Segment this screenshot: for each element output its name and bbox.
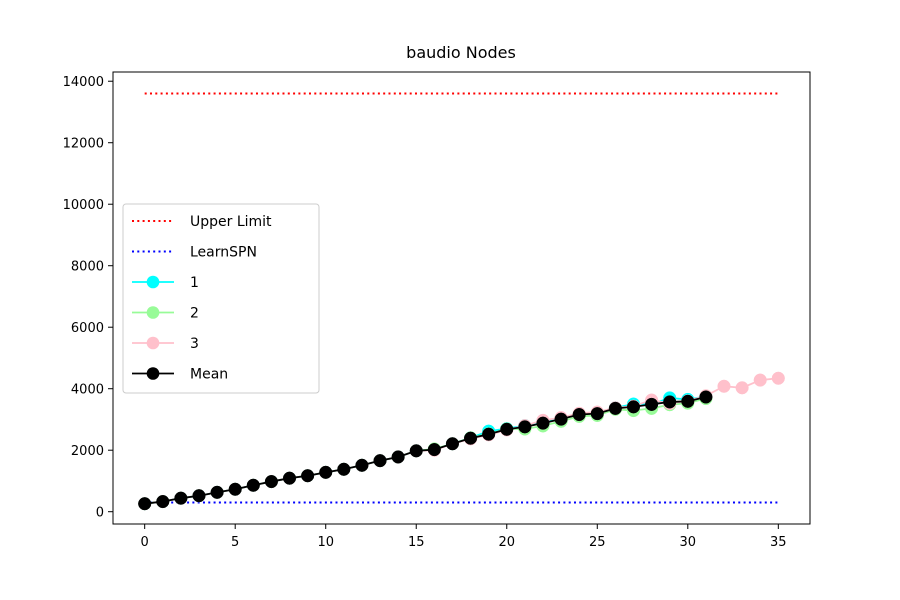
data-point	[500, 422, 514, 436]
data-point	[337, 462, 351, 476]
data-point	[608, 401, 622, 415]
y-tick-label: 2000	[71, 444, 104, 459]
data-point	[192, 489, 206, 503]
data-point	[174, 491, 188, 505]
data-point	[391, 450, 405, 464]
legend-marker	[146, 336, 160, 350]
data-point	[572, 407, 586, 422]
legend-item: Upper Limit	[132, 214, 272, 230]
legend-item: 3	[132, 336, 199, 352]
legend-item: LearnSPN	[132, 245, 257, 261]
y-tick-label: 6000	[71, 321, 104, 336]
data-point	[427, 443, 441, 457]
x-axis: 0 5 10 15 20 25 30 35	[141, 524, 787, 550]
x-tick-label: 20	[498, 535, 515, 550]
data-point	[210, 485, 224, 499]
legend-label: 3	[190, 336, 199, 352]
legend-label: 1	[190, 275, 199, 291]
data-point	[735, 381, 749, 395]
data-point	[301, 469, 315, 483]
data-point	[355, 458, 369, 472]
x-tick-label: 25	[589, 535, 606, 550]
legend-item: 1	[132, 275, 199, 291]
data-point	[699, 390, 713, 404]
data-point	[228, 482, 242, 496]
y-tick-label: 8000	[71, 260, 104, 275]
data-point	[264, 475, 278, 489]
data-point	[626, 400, 641, 414]
x-tick-label: 5	[231, 535, 239, 550]
series-layer	[138, 92, 785, 511]
y-tick-label: 12000	[63, 137, 104, 152]
data-point	[246, 478, 260, 492]
data-point	[409, 444, 423, 458]
legend-label: 2	[190, 306, 199, 322]
y-axis: 0 2000 4000 6000 8000 10000 12000 14000	[63, 75, 113, 521]
data-point	[771, 371, 785, 385]
x-tick-label: 0	[141, 535, 149, 550]
data-point	[445, 437, 459, 451]
legend-marker	[146, 367, 160, 380]
legend: Upper Limit LearnSPN 1 2 3 Mean	[122, 203, 320, 394]
data-point	[536, 416, 550, 430]
data-point	[645, 397, 659, 411]
data-point	[282, 471, 297, 485]
axes-frame	[112, 71, 811, 525]
x-tick-label: 30	[680, 535, 697, 550]
data-point	[663, 395, 677, 409]
legend-label: Mean	[190, 367, 228, 383]
data-point	[590, 407, 604, 421]
data-point	[554, 412, 568, 426]
chart-title: baudio Nodes	[406, 43, 516, 62]
legend-marker	[146, 306, 160, 319]
y-tick-label: 4000	[71, 383, 104, 398]
data-point	[156, 495, 170, 509]
x-tick-label: 10	[317, 535, 334, 550]
legend-item: 2	[132, 306, 199, 322]
data-point	[373, 454, 387, 468]
y-tick-label: 14000	[63, 75, 104, 90]
legend-marker	[146, 275, 160, 289]
x-tick-label: 15	[408, 535, 425, 550]
legend-label: LearnSPN	[190, 245, 257, 261]
legend-label: Upper Limit	[190, 214, 272, 230]
data-point	[482, 427, 496, 441]
y-tick-label: 0	[96, 506, 104, 521]
data-point	[138, 497, 152, 511]
x-tick-label: 35	[770, 535, 787, 550]
data-point	[681, 394, 695, 408]
series-mean	[138, 390, 713, 511]
data-point	[518, 420, 532, 434]
legend-item: Mean	[132, 367, 228, 383]
data-point	[464, 431, 478, 445]
data-point	[717, 379, 731, 393]
plot-area	[112, 71, 811, 525]
y-tick-label: 10000	[63, 198, 104, 213]
legend-box	[122, 203, 320, 394]
data-point	[319, 465, 333, 479]
data-point	[753, 373, 767, 387]
